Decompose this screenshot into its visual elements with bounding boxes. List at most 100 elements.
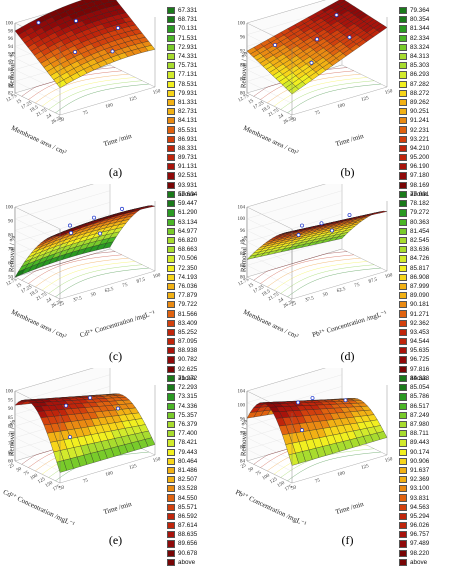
legend-value: 85.786 [410,392,429,401]
legend-value: 73.315 [178,392,197,401]
y-tick-label: 37.5 [73,296,83,303]
data-point [92,216,95,219]
legend-swatch [167,494,175,501]
y-tick-label: 37.5 [305,296,315,303]
legend-swatch [399,301,407,308]
legend-value: 76.379 [178,420,197,429]
legend-entry: 82.334 [399,34,461,43]
data-point [111,50,114,53]
legend-value: 85.303 [410,61,429,70]
legend-entry: 72.350 [167,264,229,273]
legend-entry: 59.447 [167,199,229,208]
legend-entry: 94.563 [399,503,461,512]
legend-entry: 84.323 [399,374,461,383]
legend-swatch [167,136,175,143]
legend-swatch [167,292,175,299]
legend-value: 81.331 [178,98,197,107]
legend-entry: 92.362 [399,319,461,328]
legend-entry: 86.931 [167,135,229,144]
legend-entry: 85.531 [167,125,229,134]
y-tick-label: 75 [122,283,129,289]
legend-entry: 88.331 [167,144,229,153]
legend-value: 78.421 [178,438,197,447]
legend-entry: 90.181 [399,300,461,309]
data-point [74,19,77,22]
legend-entry: 87.249 [399,411,461,420]
legend-entry: 63.134 [167,218,229,227]
data-point [296,401,299,404]
legend-swatch [399,25,407,32]
legend-entry: 95.294 [399,512,461,521]
legend-swatch [167,25,175,32]
z-tick-label: 94 [8,45,14,50]
legend-value: 95.200 [410,153,429,162]
legend-value: 85.531 [178,126,197,135]
legend-value: 74.336 [178,402,197,411]
legend-swatch [167,145,175,152]
z-tick-label: 100 [238,404,246,409]
legend-value: 94.563 [410,503,429,512]
data-point [330,229,333,232]
data-point [300,224,303,227]
y-tick-label: 50 [59,485,66,491]
x-tick-label: 24 [46,297,53,304]
legend-entry: 68.663 [167,245,229,254]
legend-swatch [167,274,175,281]
legend-swatch [399,393,407,400]
legend-value: 90.251 [410,107,429,116]
x-tick-label: 24 [46,113,53,120]
legend-value: 92.362 [410,319,429,328]
legend-value: 86.293 [410,70,429,79]
z-axis-label: Removal / % [7,235,16,272]
z-tick-label: 96 [240,229,246,234]
legend-swatch [167,283,175,290]
legend-entry: 81.566 [167,309,229,318]
legend-swatch [399,126,407,133]
z-axis-label: Removal / % [239,51,248,88]
panel-caption: (e) [0,533,231,548]
legend-entry: 86.517 [399,402,461,411]
legend-value: 91.637 [410,466,429,475]
legend-value: 81.344 [410,24,429,33]
legend-entry: 87.614 [167,521,229,530]
legend-swatch [167,439,175,446]
legend-swatch [167,550,175,557]
y-tick-label: 75 [315,110,322,116]
legend-swatch [399,485,407,492]
legend-entry: 83.409 [167,319,229,328]
legend-value: 63.134 [178,218,197,227]
x-tick-label: 50 [248,467,255,474]
legend-value: 93.831 [410,494,429,503]
x-axis-label: Cd²⁺ Concentration /mgL⁻¹ [2,488,76,528]
y-axis-label: Time /min [334,132,365,148]
legend-swatch [399,228,407,235]
legend-swatch [167,384,175,391]
y-tick-label: 87.5 [368,277,378,284]
legend-entry: 76.379 [167,420,229,429]
legend-swatch [399,476,407,483]
y-tick-label: 50 [59,117,66,123]
legend-value: 77.131 [178,70,197,79]
data-point [348,213,351,216]
legend-value: 80.363 [410,218,429,227]
legend-entry: 90.174 [399,448,461,457]
legend-entry: 86.293 [399,70,461,79]
z-tick-label: 95 [8,398,14,403]
x-axis-label: Membrane area / cm² [242,308,300,341]
legend-value: 86.592 [178,512,197,521]
legend-value: 83.324 [410,43,429,52]
legend-swatch [399,35,407,42]
legend-swatch [167,90,175,97]
legend-value: 89.090 [410,291,429,300]
legend-swatch [399,458,407,465]
y-tick-label: 125 [129,464,138,471]
legend-swatch [167,485,175,492]
legend-entry: 78.531 [167,80,229,89]
legend-swatch [399,265,407,272]
x-axis-label: Membrane area / cm² [242,124,300,157]
legend-swatch [167,329,175,336]
legend-swatch [399,145,407,152]
